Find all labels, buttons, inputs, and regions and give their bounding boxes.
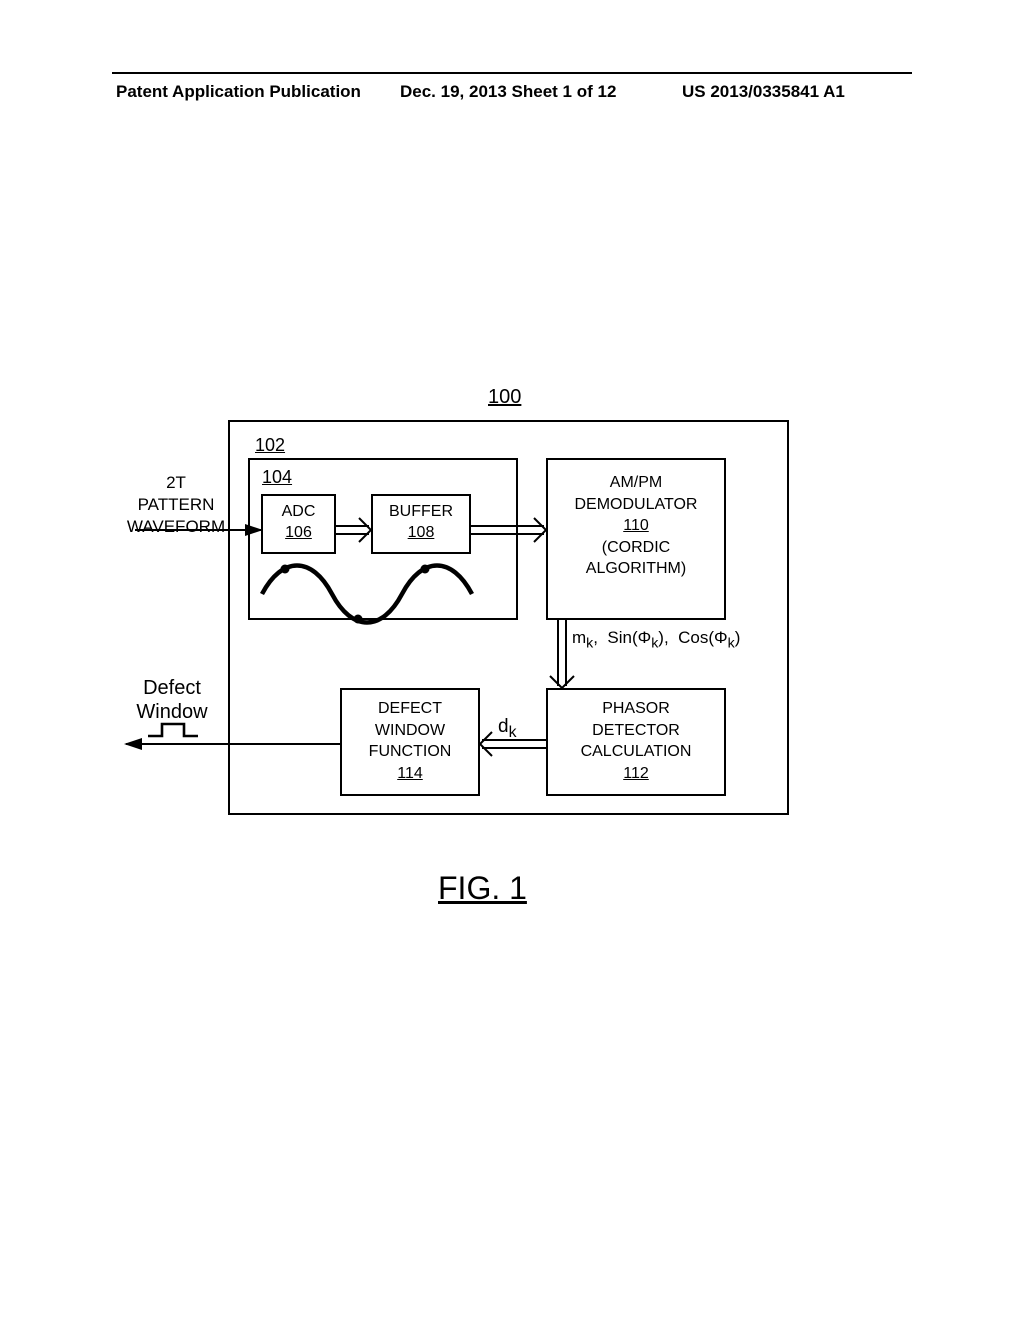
defect-l2: Window bbox=[136, 701, 207, 723]
buffer-label: BUFFER bbox=[389, 503, 453, 520]
ref-104: 104 bbox=[262, 467, 292, 488]
figure-label: FIG. 1 bbox=[438, 870, 527, 907]
ref-114: 114 bbox=[397, 765, 423, 782]
header-center: Dec. 19, 2013 Sheet 1 of 12 bbox=[400, 82, 616, 102]
input-l1: 2T bbox=[166, 473, 186, 492]
demod-l1: AM/PM bbox=[610, 474, 662, 491]
header-right: US 2013/0335841 A1 bbox=[682, 82, 845, 102]
ref-110: 110 bbox=[623, 517, 649, 534]
label-mk-sin-cos: mk, Sin(Φk), Cos(Φk) bbox=[572, 628, 740, 651]
label-dk: dk bbox=[498, 716, 517, 742]
phasor-l3: CALCULATION bbox=[581, 743, 692, 760]
box-demodulator: AM/PM DEMODULATOR 110 (CORDIC ALGORITHM) bbox=[546, 458, 726, 620]
window-l2: WINDOW bbox=[375, 722, 445, 739]
ref-112: 112 bbox=[623, 765, 649, 782]
ref-106: 106 bbox=[285, 524, 312, 541]
phasor-l1: PHASOR bbox=[602, 700, 670, 717]
window-l3: FUNCTION bbox=[369, 743, 452, 760]
input-l3: WAVEFORM bbox=[127, 517, 225, 536]
box-phasor: PHASOR DETECTOR CALCULATION 112 bbox=[546, 688, 726, 796]
input-l2: PATTERN bbox=[138, 495, 215, 514]
ref-100: 100 bbox=[488, 386, 521, 409]
label-input-waveform: 2T PATTERN WAVEFORM bbox=[122, 472, 230, 538]
box-buffer: BUFFER 108 bbox=[371, 494, 471, 554]
header-rule bbox=[112, 72, 912, 74]
label-defect-window-output: Defect Window bbox=[118, 676, 226, 724]
box-defect-window: DEFECT WINDOW FUNCTION 114 bbox=[340, 688, 480, 796]
demod-l3: (CORDIC bbox=[602, 539, 670, 556]
header-left: Patent Application Publication bbox=[116, 82, 361, 102]
demod-l4: ALGORITHM) bbox=[586, 560, 686, 577]
window-l1: DEFECT bbox=[378, 700, 442, 717]
ref-102: 102 bbox=[255, 435, 285, 456]
ref-108: 108 bbox=[408, 524, 435, 541]
phasor-l2: DETECTOR bbox=[592, 722, 680, 739]
box-adc: ADC 106 bbox=[261, 494, 336, 554]
demod-l2: DEMODULATOR bbox=[575, 496, 698, 513]
defect-l1: Defect bbox=[143, 677, 201, 699]
adc-label: ADC bbox=[282, 503, 316, 520]
